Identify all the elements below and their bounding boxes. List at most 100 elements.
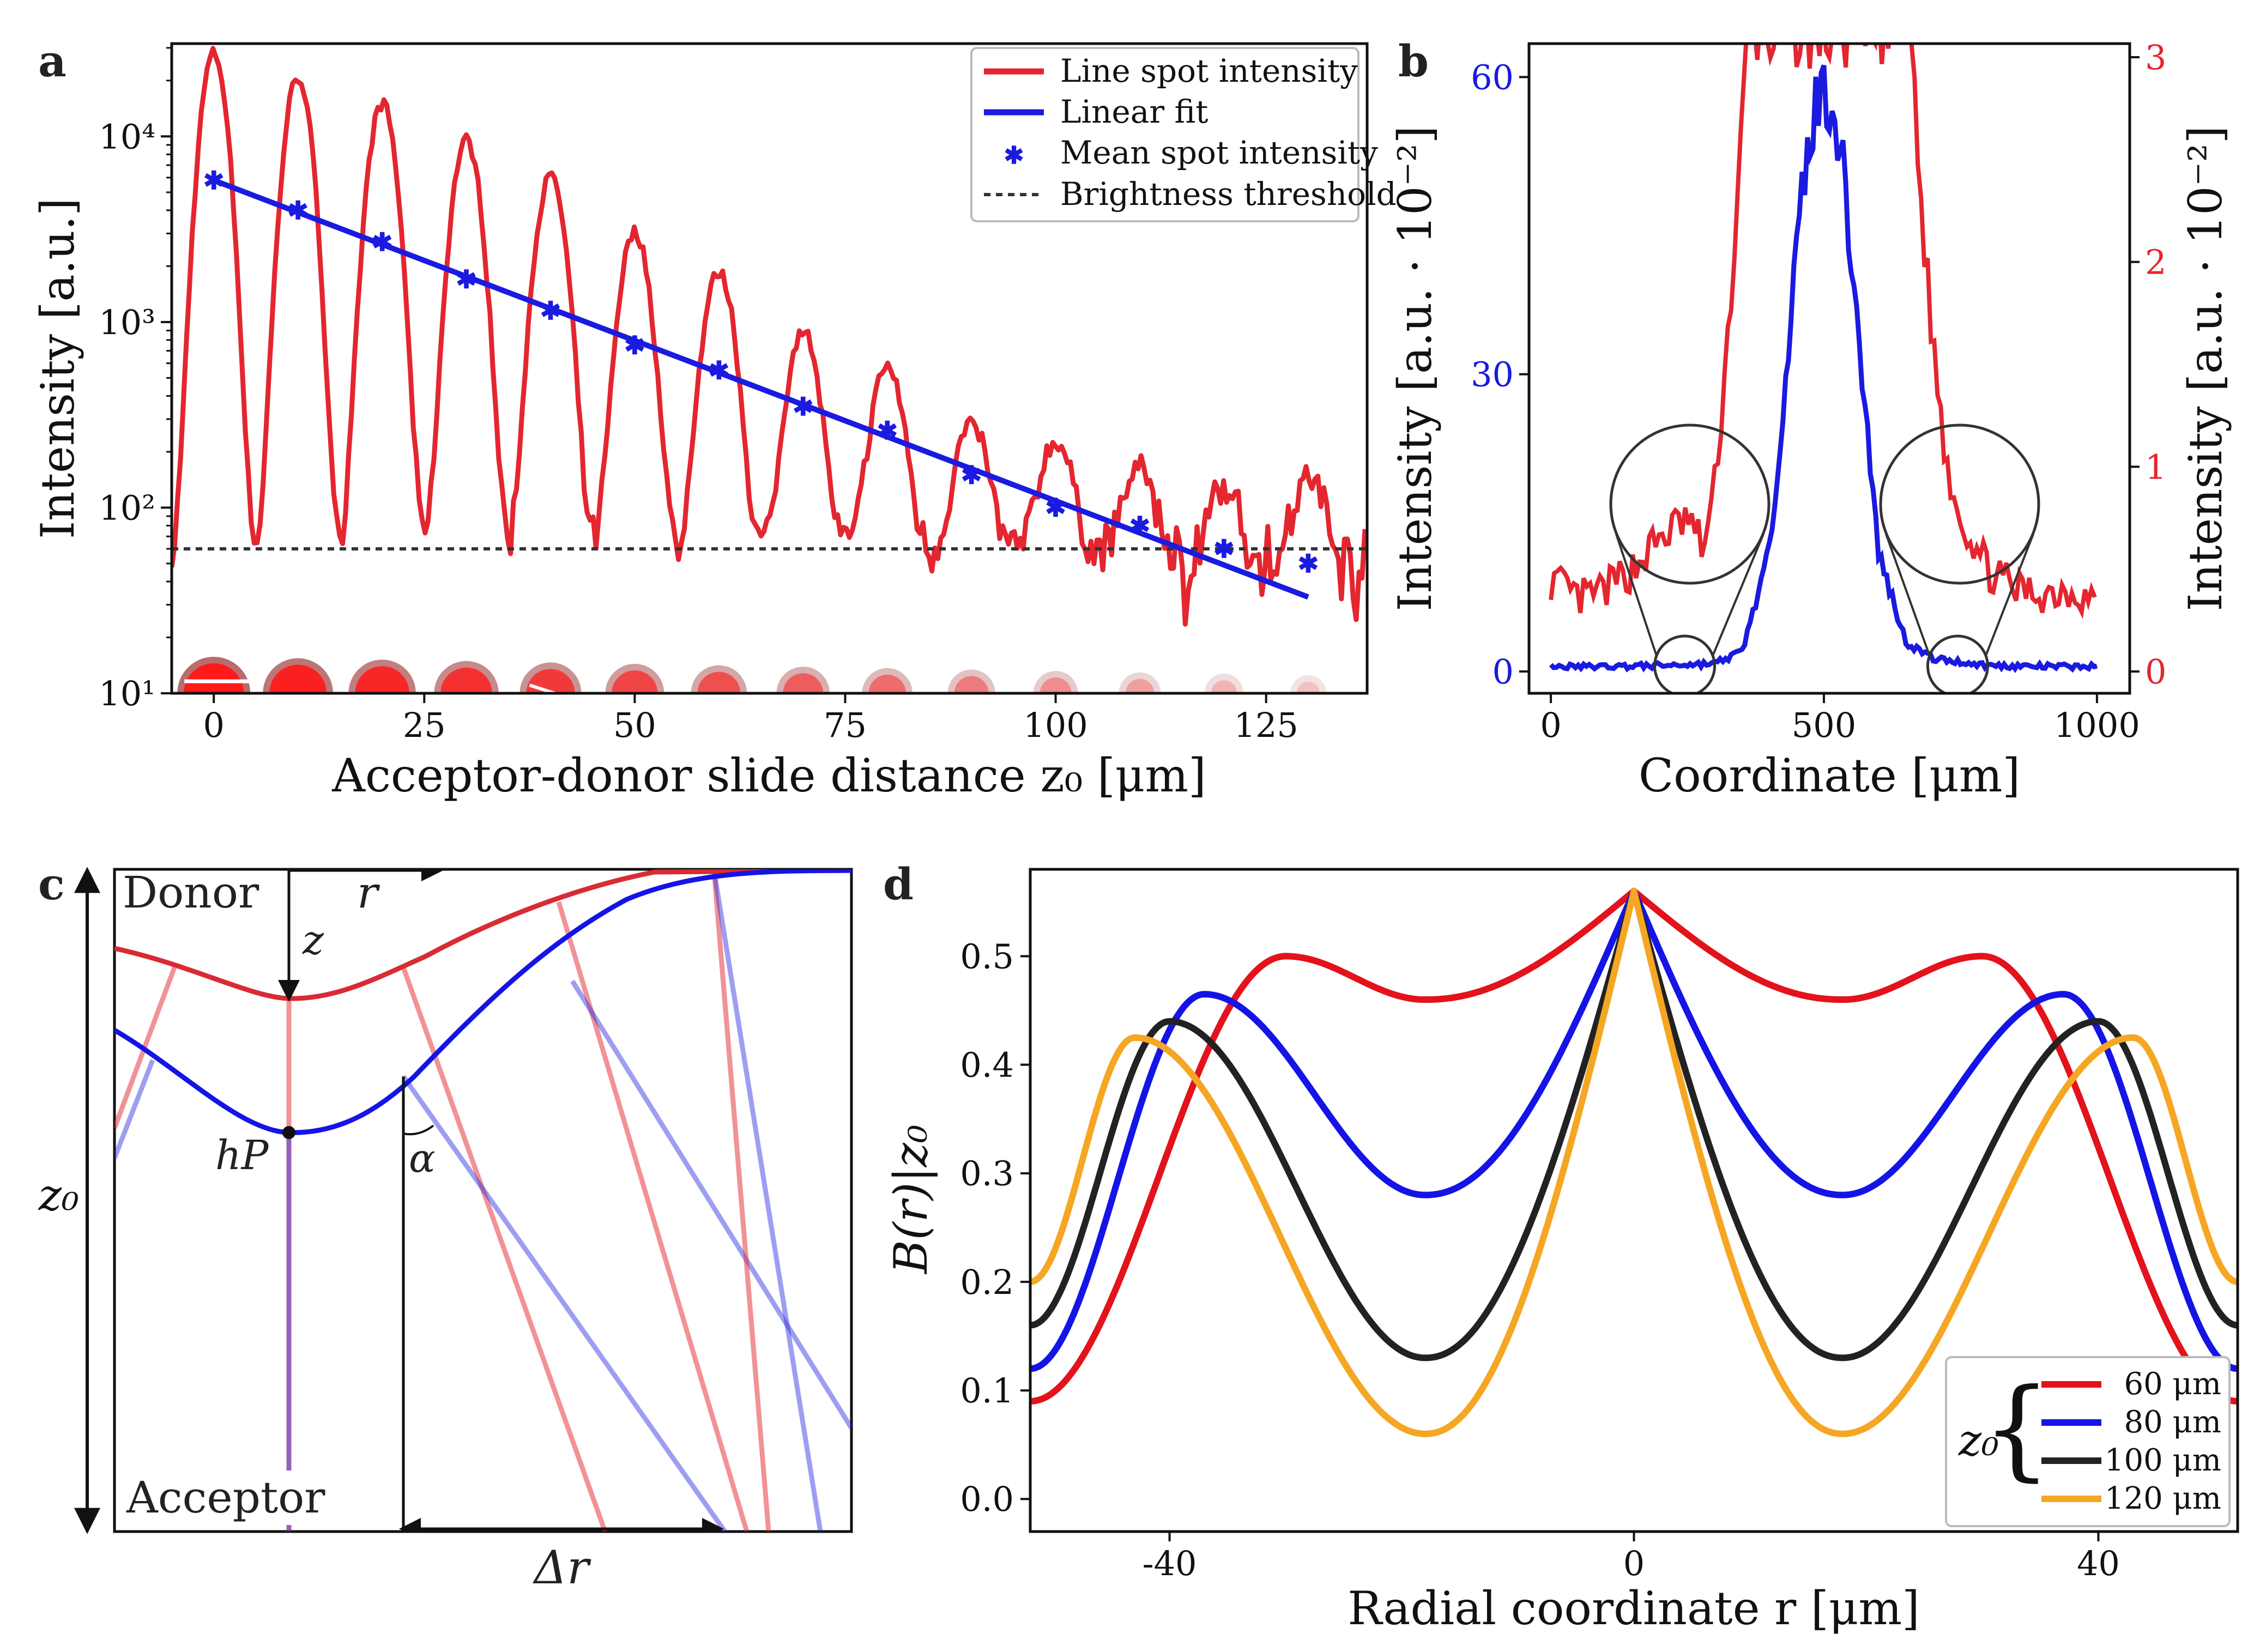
inset-cut-line (529, 683, 560, 693)
ray-blue-left (114, 1059, 155, 1159)
spot-image (954, 676, 989, 693)
series-line-80μm (1030, 887, 2238, 1372)
zoom-connector (1712, 534, 1765, 656)
legend-box-d (1945, 1356, 2231, 1527)
b-ytick-right-label: 0 (2145, 652, 2166, 692)
a-xtick-label: 125 (1234, 705, 1298, 745)
ray-group (114, 870, 851, 1532)
d-xtick-label: -40 (1143, 1544, 1197, 1583)
ray-red-3 (711, 870, 771, 1532)
panel-a-letter: a (38, 35, 67, 87)
series-line-120μm (1030, 887, 2238, 1437)
spot-halo (947, 669, 995, 693)
legend-d-brace: { (1982, 1365, 2051, 1492)
linear-fit-line (213, 178, 1309, 600)
b-ytick-right-label: 2 (2145, 243, 2166, 282)
mean-spot-marker: ✱ (287, 196, 309, 225)
panel-b-frame (1527, 42, 2131, 695)
panel-b-letter: b (1398, 35, 1429, 87)
donor-surface-blue (114, 869, 851, 1135)
a-xtick-label: 50 (613, 705, 656, 745)
panel-b-xlabel: Coordinate [μm] (1639, 749, 2020, 802)
zoom-connector (1615, 534, 1658, 656)
spot-image (184, 663, 244, 693)
panel-a: a 1 mm b ✱ ✱ ✱ ✱ ✱ ✱ ✱ ✱ ✱ ✱ ✱ ✱ ✱ ✱ 0 25 50 75 100 125 10¹ 10… (31, 35, 1397, 802)
panel-d: d -40 0 40 0.0 0.1 0.2 0.3 0.4 0.5 Radial coordi… (883, 858, 2239, 1635)
legend-d-label: 100 μm (2105, 1443, 2221, 1478)
panel-c-letter: c (38, 858, 65, 910)
d-ytick-label: 0.4 (960, 1045, 1014, 1085)
mean-spot-marker: ✱ (1045, 493, 1066, 522)
zoom-connector (1885, 534, 1931, 656)
panel-a-axes: 0 25 50 75 100 125 10¹ 10² 10³ 10⁴ (99, 47, 1298, 745)
panel-a-ylabel: Intensity [a.u.] (31, 198, 84, 539)
donor-label-bg (121, 872, 268, 921)
ray-blue-3 (711, 870, 823, 1532)
spot-image (1296, 681, 1320, 693)
a-xtick-label: 75 (824, 705, 867, 745)
z-label: z (302, 917, 324, 964)
b-xtick-label: 1000 (2054, 705, 2140, 745)
zoom-source-circle (1653, 634, 1717, 693)
acceptor-label: Acceptor (126, 1472, 325, 1523)
b-ytick-right-label: 1 (2145, 447, 2166, 487)
a-xtick-label: 25 (403, 705, 446, 745)
delta-r-label: Δr (533, 1541, 592, 1594)
zoom-magnifier-circle (1879, 423, 2040, 585)
d-ytick-label: 0.2 (960, 1262, 1014, 1302)
panel-d-plot-area (1030, 887, 2238, 1437)
alpha-arc (403, 1124, 434, 1135)
d-xtick-label: 0 (1623, 1544, 1645, 1583)
legend-linear-fit-label: Linear fit (1060, 93, 1208, 130)
spot-image (1125, 679, 1155, 693)
a-ytick-label: 10² (99, 488, 155, 528)
legend-mean-spot-label: Mean spot intensity (1060, 134, 1378, 171)
panel-c: c (38, 858, 853, 1594)
mean-spot-marker: ✱ (1213, 534, 1235, 564)
b-xtick-label: 0 (1540, 705, 1561, 745)
mean-spot-marker: ✱ (540, 296, 561, 325)
ray-blue-2 (570, 979, 851, 1430)
mean-spot-marker: ✱ (1129, 511, 1151, 540)
panel-d-axes: -40 0 40 0.0 0.1 0.2 0.3 0.4 0.5 (960, 936, 2119, 1583)
spot-image (612, 670, 658, 693)
legend-threshold-label: Brightness threshold (1060, 176, 1397, 213)
spot-image (440, 667, 492, 693)
spot-image (1211, 680, 1237, 693)
mean-spot-marker: ✱ (372, 227, 393, 257)
alpha-label: α (409, 1135, 436, 1181)
spot-image (1040, 677, 1072, 693)
mean-spot-marker: ✱ (624, 330, 645, 360)
mean-spot-marker: ✱ (1298, 549, 1319, 578)
a-ytick-label: 10³ (99, 302, 155, 342)
zoom-source-circle (1926, 634, 1989, 693)
mean-spot-marker: ✱ (456, 264, 477, 294)
mean-spot-marker: ✱ (793, 392, 814, 421)
d-ytick-label: 0.0 (960, 1479, 1014, 1519)
legend-d-title: z₀ (1958, 1415, 1999, 1466)
series-line-60μm (1030, 887, 2238, 1405)
a-xtick-label: 0 (203, 705, 224, 745)
mean-spot-marker: ✱ (203, 166, 225, 195)
inset-marker-b: b (512, 687, 541, 736)
d-xtick-label: 40 (2077, 1544, 2120, 1583)
d-ytick-label: 0.3 (960, 1154, 1014, 1194)
series-line-100μm (1030, 887, 2238, 1361)
mean-spot-marker: ✱ (961, 460, 982, 489)
donor-label: Donor (123, 867, 259, 918)
legend-mean-spot-marker: ✱ (1004, 142, 1024, 170)
spot-image (783, 673, 824, 693)
b-ytick-left-label: 0 (1492, 652, 1514, 692)
d-ytick-label: 0.5 (960, 936, 1014, 976)
zoom-magnifier-circle (1609, 423, 1770, 585)
spot-halo (1119, 672, 1161, 693)
mean-spot-marker: ✱ (877, 416, 898, 445)
zoom-connector (1985, 534, 2034, 656)
panel-d-xlabel: Radial coordinate r [μm] (1347, 1582, 1920, 1635)
ray-blue-1 (401, 1075, 727, 1532)
mean-spot-marker: ✱ (709, 355, 730, 385)
z0-label: z₀ (38, 1170, 79, 1220)
panel-d-ylabel: B(r)|z₀ (884, 1124, 938, 1275)
